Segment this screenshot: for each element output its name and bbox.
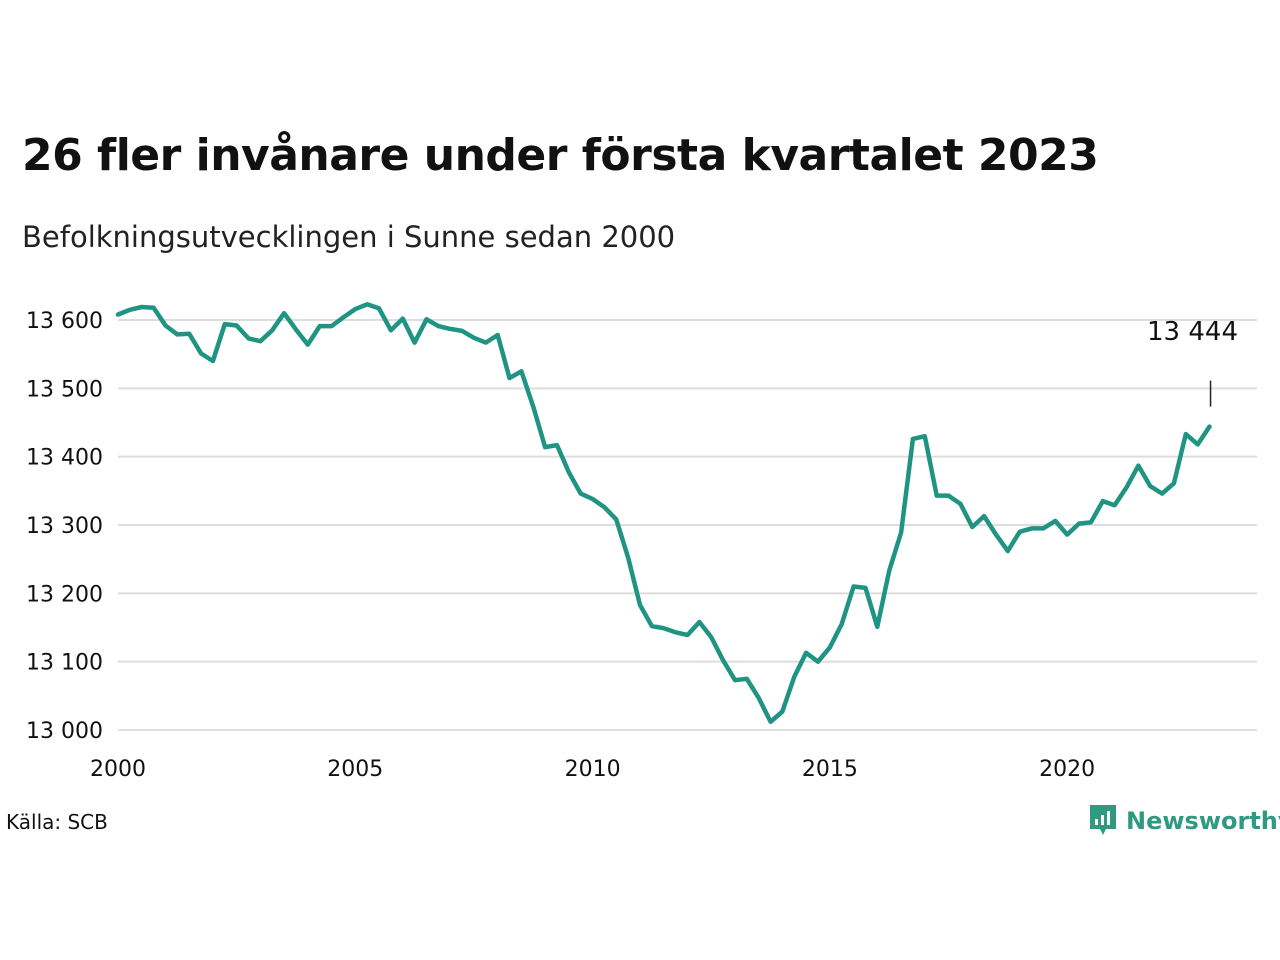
series-line <box>115 302 1212 725</box>
y-axis-tick-labels: 13 000 13 100 13 200 13 300 13 400 13 500 13 6… <box>26 309 103 744</box>
y-tick-label: 13 200 <box>26 582 103 607</box>
newsworthy-logo-icon <box>1090 805 1116 835</box>
x-tick-label: 2015 <box>802 757 858 782</box>
x-tick-label: 2005 <box>327 757 383 782</box>
series-lines <box>115 302 1212 725</box>
x-tick-label: 2000 <box>90 757 146 782</box>
y-tick-label: 13 300 <box>26 514 103 539</box>
source-note: Källa: SCB <box>6 810 108 834</box>
brand-name: Newsworthy <box>1126 807 1280 835</box>
x-tick-label: 2020 <box>1039 757 1095 782</box>
y-tick-label: 13 600 <box>26 309 103 334</box>
x-axis-tick-labels: 2000 2005 2010 2015 2020 <box>90 757 1095 782</box>
chart-title: 26 fler invånare under första kvartalet … <box>22 130 1099 181</box>
x-tick-label: 2010 <box>565 757 621 782</box>
y-tick-label: 13 100 <box>26 651 103 676</box>
annotation-label: 13 444 <box>1147 317 1238 347</box>
y-tick-label: 13 000 <box>26 719 103 744</box>
y-tick-label: 13 400 <box>26 446 103 471</box>
annotation: 13 444 <box>1147 317 1238 407</box>
brand-logo: Newsworthy <box>1088 803 1280 839</box>
chart-subtitle: Befolkningsutvecklingen i Sunne sedan 20… <box>22 220 676 254</box>
y-tick-label: 13 500 <box>26 377 103 402</box>
gridlines <box>118 319 1257 731</box>
